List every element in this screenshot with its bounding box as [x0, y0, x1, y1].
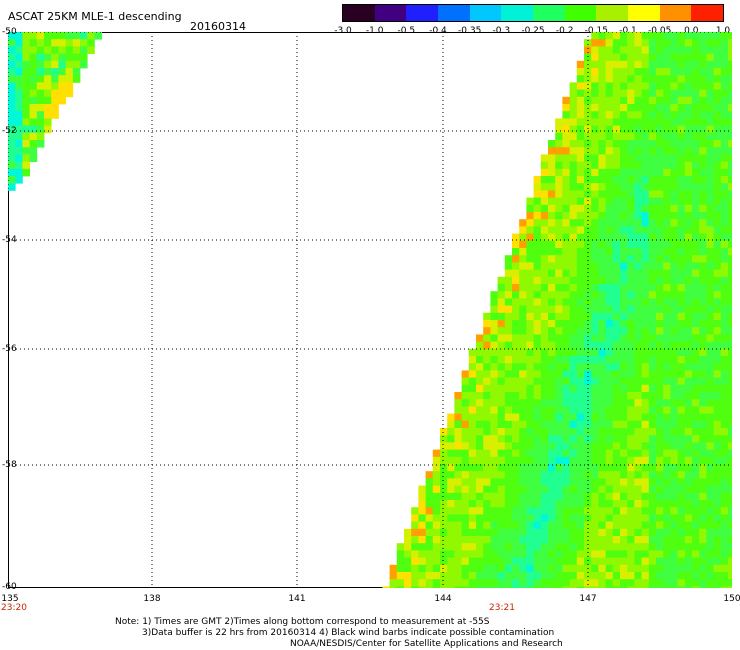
- map-title: ASCAT 25KM MLE-1 descending: [8, 10, 182, 23]
- color-scale-bar: [342, 4, 724, 22]
- note-line-1: Note: 1) Times are GMT 2)Times along bot…: [115, 617, 490, 627]
- color-scale-label: -1.0: [365, 26, 384, 36]
- longitude-label: 135: [1, 594, 19, 604]
- color-scale-label: 1.0: [715, 26, 731, 36]
- color-scale-swatch: [691, 5, 724, 21]
- color-scale-label: -0.25: [521, 26, 545, 36]
- color-scale-label: -0.3: [492, 26, 511, 36]
- color-scale-swatch: [343, 5, 376, 21]
- color-scale-swatch: [596, 5, 629, 21]
- note-line-2: 3)Data buffer is 22 hrs from 20160314 4)…: [142, 628, 555, 638]
- color-scale-label: -0.1: [619, 26, 637, 36]
- color-scale-swatch: [406, 5, 439, 21]
- note-line-3: NOAA/NESDIS/Center for Satellite Applica…: [290, 639, 563, 649]
- time-label: 23:20: [1, 603, 27, 613]
- color-scale-label: -0.35: [458, 26, 482, 36]
- swath-pixels: [8, 32, 732, 588]
- color-scale-label: -0.2: [555, 26, 574, 36]
- latitude-label: -50: [2, 27, 17, 37]
- latitude-label: -52: [2, 126, 17, 136]
- color-scale-label: -3.0: [334, 26, 352, 36]
- color-scale-label: 0.0: [684, 26, 699, 36]
- color-scale-swatch: [564, 5, 597, 21]
- time-label: 23:21: [489, 603, 515, 613]
- color-scale-swatch: [469, 5, 502, 21]
- graticule: [8, 32, 732, 588]
- color-scale-swatch: [659, 5, 692, 21]
- longitude-label: 138: [143, 594, 161, 604]
- color-scale-swatch: [628, 5, 661, 21]
- color-scale-swatch: [501, 5, 534, 21]
- latitude-label: -58: [2, 460, 17, 470]
- latitude-label: -54: [2, 235, 17, 245]
- wind-quality-map: [8, 32, 732, 588]
- longitude-label: 147: [579, 594, 597, 604]
- longitude-label: 141: [288, 594, 306, 604]
- color-scale-label: -0.5: [397, 26, 416, 36]
- color-scale-label: -0.15: [584, 26, 608, 36]
- color-scale-label: -0.4: [429, 26, 447, 36]
- longitude-label: 150: [723, 594, 740, 604]
- longitude-label: 144: [434, 594, 452, 604]
- color-scale-label: -0.05: [648, 26, 672, 36]
- latitude-label: -56: [2, 344, 17, 354]
- map-date: 20160314: [190, 20, 246, 33]
- color-scale-swatch: [438, 5, 471, 21]
- color-scale-swatch: [374, 5, 407, 21]
- color-scale-swatch: [533, 5, 566, 21]
- latitude-label: -60: [2, 582, 17, 592]
